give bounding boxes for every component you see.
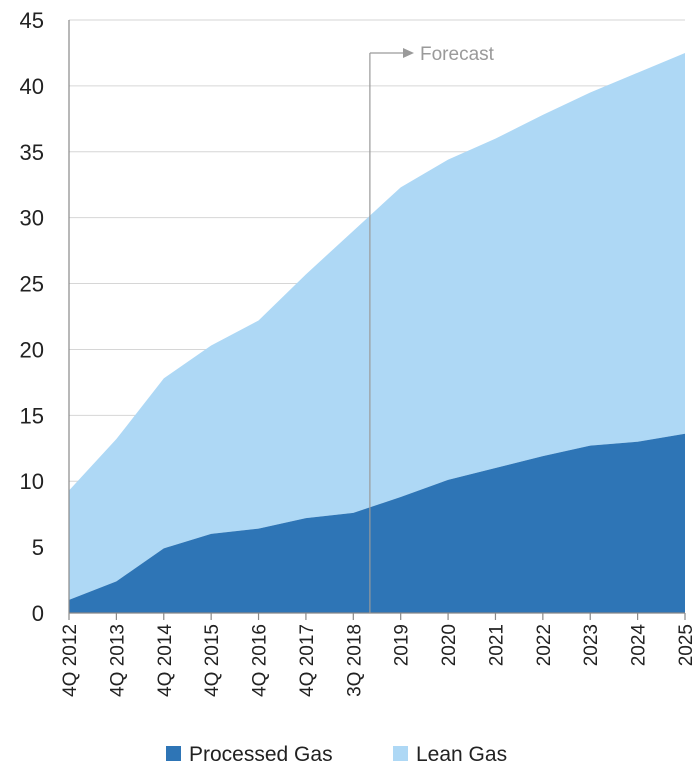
x-tick-label: 4Q 2014 bbox=[155, 624, 176, 697]
y-tick-label: 35 bbox=[20, 140, 44, 165]
y-tick-label: 0 bbox=[32, 601, 44, 626]
y-tick-labels: 0 5 10 15 20 25 30 35 40 45 bbox=[20, 8, 44, 626]
series-area-lean-gas bbox=[69, 52, 685, 600]
legend-swatch bbox=[166, 746, 181, 761]
legend-processed-gas: Processed Gas bbox=[166, 743, 333, 766]
x-tick-label: 4Q 2017 bbox=[297, 624, 318, 697]
y-tick-label: 25 bbox=[20, 272, 44, 297]
x-tick-label: 4Q 2013 bbox=[107, 624, 128, 697]
axes bbox=[68, 20, 686, 620]
x-tick-label: 2025 bbox=[676, 624, 697, 666]
x-tick-label: 2019 bbox=[392, 624, 413, 666]
series-area-processed-gas bbox=[69, 433, 685, 613]
y-tick-label: 40 bbox=[20, 74, 44, 99]
x-tick-label: 4Q 2016 bbox=[250, 624, 271, 697]
x-tick-label: 4Q 2012 bbox=[60, 624, 81, 697]
x-tick-label: 4Q 2015 bbox=[202, 624, 223, 697]
legend-lean-gas: Lean Gas bbox=[393, 743, 507, 766]
y-tick-label: 15 bbox=[20, 403, 44, 428]
areas bbox=[69, 52, 685, 613]
legend-label: Lean Gas bbox=[416, 743, 507, 766]
x-tick-label: 2024 bbox=[629, 624, 650, 667]
y-tick-label: 20 bbox=[20, 337, 44, 362]
x-tick-labels: 4Q 2012 4Q 2013 4Q 2014 4Q 2015 4Q 2016 4Q 20… bbox=[60, 624, 697, 697]
x-tick-label: 2022 bbox=[534, 624, 555, 666]
legend-label: Processed Gas bbox=[189, 743, 333, 766]
legend: Processed Gas Lean Gas bbox=[166, 743, 507, 766]
x-tick-label: 2021 bbox=[486, 624, 507, 666]
y-tick-label: 30 bbox=[20, 206, 44, 231]
x-tick-label: 2023 bbox=[581, 624, 602, 666]
x-tick-label: 2020 bbox=[439, 624, 460, 666]
forecast-annotation: Forecast bbox=[369, 44, 495, 613]
forecast-label: Forecast bbox=[420, 44, 495, 65]
y-tick-label: 5 bbox=[32, 535, 44, 560]
x-tick-label: 3Q 2018 bbox=[344, 624, 365, 697]
y-tick-label: 45 bbox=[20, 8, 44, 33]
legend-swatch bbox=[393, 746, 408, 761]
forecast-arrow-icon bbox=[403, 48, 414, 58]
y-tick-label: 10 bbox=[20, 469, 44, 494]
